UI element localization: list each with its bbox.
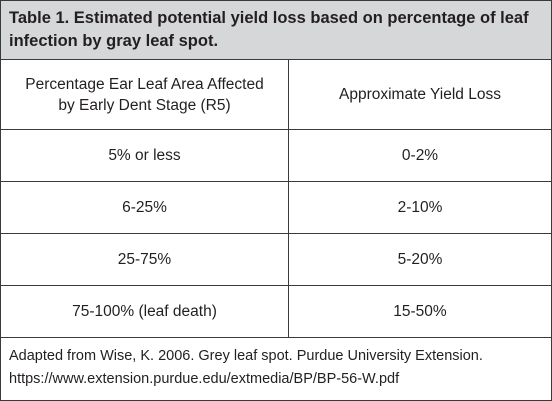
table-header-row: Percentage Ear Leaf Area Affected by Ear… bbox=[1, 59, 551, 129]
column-header-yield-loss: Approximate Yield Loss bbox=[339, 86, 501, 103]
yield-loss-cell: 2-10% bbox=[397, 199, 443, 216]
yield-loss-cell: 15-50% bbox=[393, 303, 447, 320]
column-header-leaf-area: Percentage Ear Leaf Area Affected by Ear… bbox=[1, 60, 289, 129]
leaf-area-cell: 5% or less bbox=[1, 130, 289, 181]
yield-loss-cell: 5-20% bbox=[397, 251, 443, 268]
source-url: https://www.extension.purdue.edu/extmedi… bbox=[9, 371, 400, 387]
table-title: Table 1. Estimated potential yield loss … bbox=[1, 1, 551, 59]
table-row: 75-100% (leaf death) 15-50% bbox=[1, 285, 551, 337]
leaf-area-cell: 25-75% bbox=[1, 234, 289, 285]
leaf-area-cell: 6-25% bbox=[1, 182, 289, 233]
source-citation: Adapted from Wise, K. 2006. Grey leaf sp… bbox=[9, 348, 483, 364]
table-row: 25-75% 5-20% bbox=[1, 233, 551, 285]
source-note: Adapted from Wise, K. 2006. Grey leaf sp… bbox=[1, 337, 551, 400]
leaf-area-cell: 75-100% (leaf death) bbox=[1, 286, 289, 337]
table-row: 5% or less 0-2% bbox=[1, 129, 551, 181]
table-row: 6-25% 2-10% bbox=[1, 181, 551, 233]
yield-loss-cell: 0-2% bbox=[401, 147, 439, 164]
